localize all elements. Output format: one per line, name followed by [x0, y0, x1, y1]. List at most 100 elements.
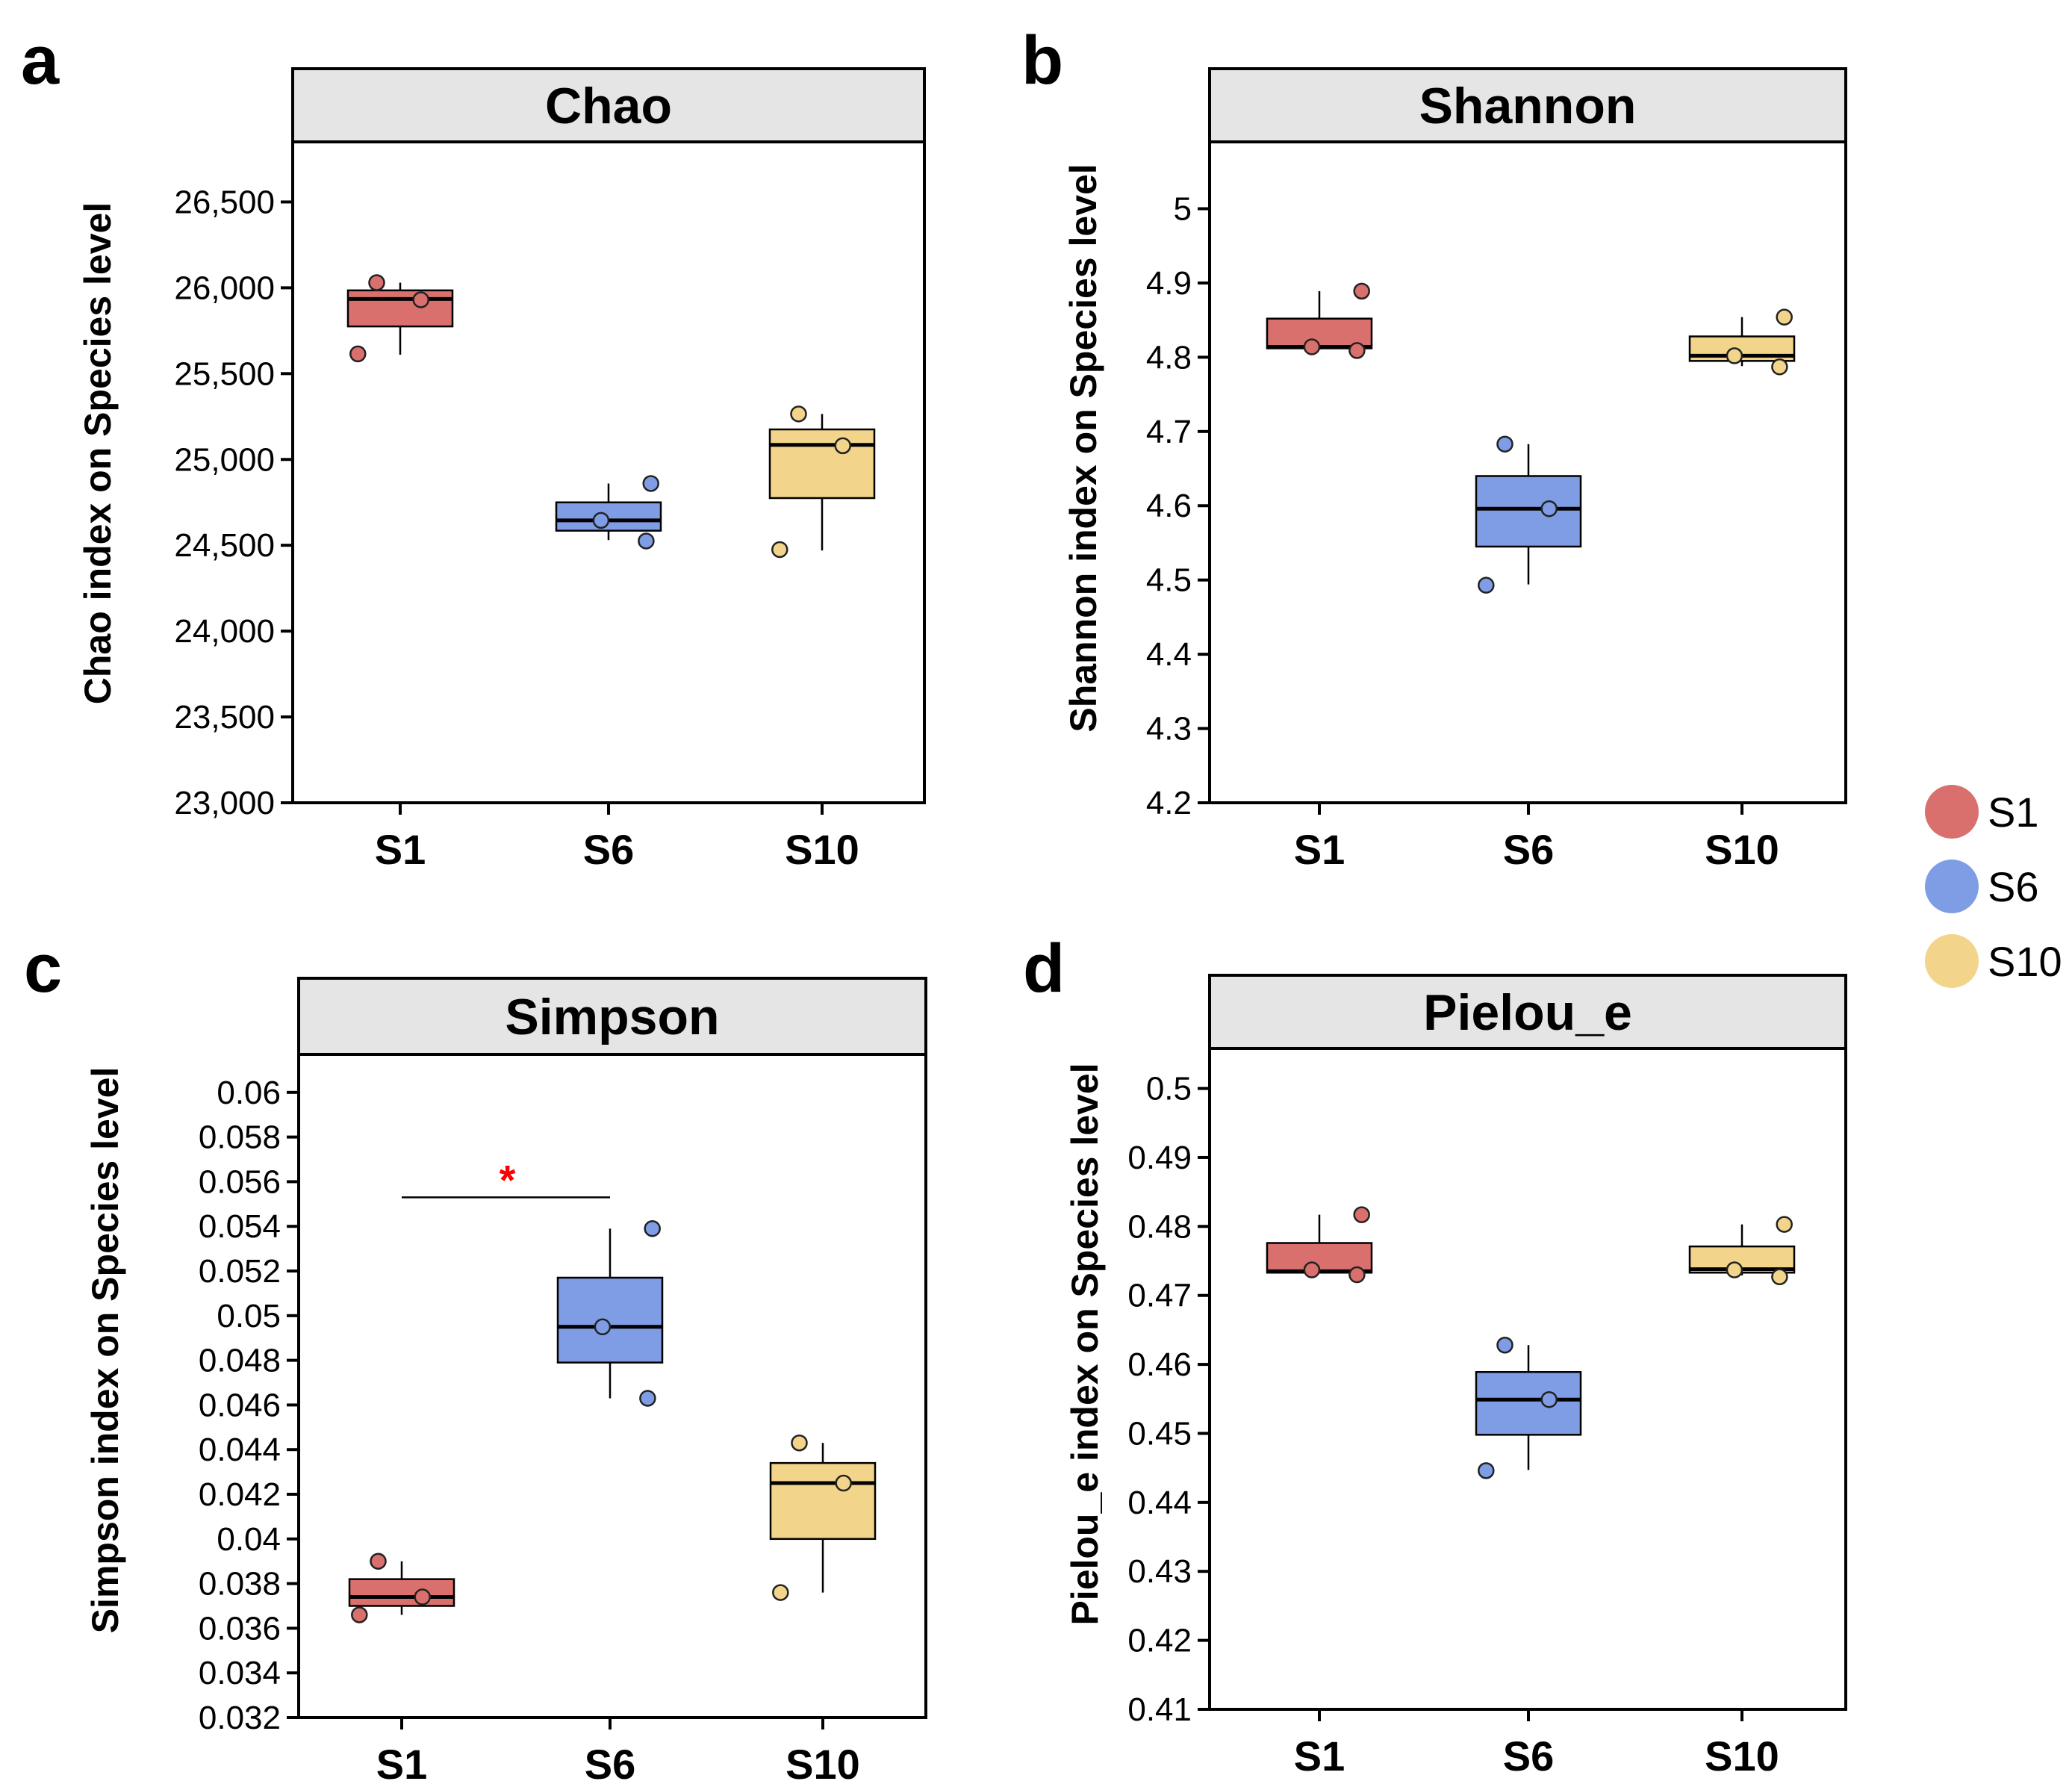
data-point	[772, 1584, 789, 1601]
data-point	[1496, 1336, 1513, 1354]
y-tick-label: 0.054	[199, 1208, 281, 1245]
data-point	[594, 1318, 612, 1336]
data-point	[639, 1390, 656, 1407]
data-point	[638, 532, 655, 550]
x-tick-label: S1	[375, 826, 426, 873]
y-tick-label: 0.04	[217, 1521, 281, 1558]
box-body	[1475, 1371, 1582, 1436]
data-point	[1353, 282, 1370, 300]
y-tick-label: 23,500	[174, 699, 275, 736]
data-point	[349, 345, 367, 363]
panel-a: a Chao 23,000 23,500 24,000 24,500 25,000 25,50…	[21, 22, 926, 873]
y-tick-label: 0.41	[1127, 1691, 1192, 1728]
x-tick-label: S1	[1294, 826, 1345, 873]
data-point	[1776, 308, 1793, 326]
panel-letter: b	[1021, 22, 1063, 99]
box-body	[1475, 475, 1582, 548]
legend-swatch	[1925, 785, 1979, 839]
x-tick-label: S10	[785, 1741, 860, 1787]
data-point	[414, 1588, 431, 1606]
y-tick-label: 4.6	[1146, 488, 1192, 524]
y-tick-label: 0.49	[1127, 1140, 1192, 1176]
y-tick-label: 26,000	[174, 270, 275, 306]
y-tick-label: 25,500	[174, 355, 275, 392]
data-point	[644, 1219, 661, 1237]
plot-frame	[297, 1053, 927, 1719]
y-tick-label: 0.06	[217, 1075, 281, 1111]
y-tick-label: 0.034	[199, 1655, 281, 1691]
y-tick-label: 0.048	[199, 1343, 281, 1379]
facet-strip	[291, 67, 926, 143]
y-tick-label: 0.042	[199, 1476, 281, 1513]
y-tick-label: 0.47	[1127, 1278, 1192, 1314]
y-tick-label: 24,000	[174, 613, 275, 650]
box-S1	[1266, 1206, 1373, 1284]
y-tick-label: 0.45	[1127, 1415, 1192, 1452]
x-tick-label: S6	[1503, 1732, 1555, 1780]
box-body	[555, 501, 662, 532]
x-tick-label: S1	[1294, 1732, 1345, 1780]
y-tick-label: 0.046	[199, 1387, 281, 1423]
y-tick-label: 0.036	[199, 1610, 281, 1647]
box-S10	[769, 1434, 877, 1601]
y-tick-label: 4.4	[1146, 636, 1192, 673]
data-point	[592, 512, 610, 529]
data-point	[1353, 1206, 1370, 1223]
facet-strip	[1208, 67, 1847, 143]
y-tick-label: 0.032	[199, 1700, 281, 1736]
panel-letter: d	[1023, 930, 1065, 1007]
y-tick-label: 4.5	[1146, 562, 1192, 599]
data-point	[1348, 342, 1366, 359]
legend-label: S1	[1988, 789, 2039, 836]
data-point	[1496, 435, 1513, 453]
y-tick-label: 0.05	[217, 1298, 281, 1334]
y-tick-label: 0.42	[1127, 1623, 1192, 1659]
box-S1	[346, 274, 454, 363]
panel-letter: a	[21, 22, 60, 99]
y-tick-label: 0.044	[199, 1432, 281, 1468]
data-point	[834, 437, 851, 455]
data-point	[1726, 347, 1743, 364]
box-S10	[768, 405, 876, 559]
y-tick-label: 4.8	[1146, 339, 1192, 376]
x-tick-label: S10	[1705, 826, 1779, 873]
y-tick-label: 0.46	[1127, 1346, 1192, 1383]
y-tick-label: 0.038	[199, 1566, 281, 1603]
panel-b: b Shannon 4.2 4.3 4.4 4.5 4.6 4.7 4.8 4.9 5 Shannon…	[1021, 22, 1847, 873]
legend-item-S10: S10	[1925, 934, 2062, 988]
legend-label: S10	[1988, 938, 2062, 985]
y-axis-label: Simpson index on Species level	[84, 1067, 126, 1634]
data-point	[835, 1474, 852, 1492]
data-point	[1303, 1261, 1321, 1278]
box-S10	[1688, 308, 1796, 376]
y-tick-label: 23,000	[174, 785, 275, 821]
y-tick-label: 0.5	[1146, 1071, 1192, 1107]
box-S10	[1688, 1216, 1796, 1286]
facet-strip	[297, 977, 927, 1056]
y-tick-label: 4.9	[1146, 265, 1192, 302]
y-tick-label: 4.3	[1146, 711, 1192, 748]
data-point	[1303, 338, 1321, 355]
data-point	[1540, 500, 1558, 518]
panel-d: d Pielou_e 0.41 0.42 0.43 0.44 0.45 0.46 0.47 0.4…	[1023, 930, 1847, 1780]
y-tick-label: 0.056	[199, 1163, 281, 1200]
legend-item-S1: S1	[1925, 785, 2039, 839]
y-tick-label: 0.052	[199, 1253, 281, 1290]
x-tick-label: S6	[583, 826, 635, 873]
data-point	[791, 1434, 808, 1452]
legend-swatch	[1925, 934, 1979, 988]
data-point	[368, 274, 385, 291]
data-point	[1726, 1261, 1743, 1278]
y-tick-label: 0.058	[199, 1119, 281, 1156]
y-tick-label: 0.48	[1127, 1208, 1192, 1245]
panel-c: c Simpson 0.032 0.034 0.036 0.038 0.04 0.042 0.0…	[24, 930, 927, 1787]
y-axis-label: Chao index on Species level	[77, 202, 119, 704]
chart-title: Shannon	[1419, 78, 1637, 134]
y-axis-label: Shannon index on Species level	[1063, 164, 1104, 732]
chart-title: Simpson	[505, 989, 719, 1045]
data-point	[1478, 1462, 1495, 1479]
box-body	[346, 289, 454, 328]
chart-title: Chao	[545, 78, 672, 134]
data-point	[1771, 358, 1788, 376]
y-axis-label: Pielou_e index on Species level	[1064, 1063, 1106, 1625]
